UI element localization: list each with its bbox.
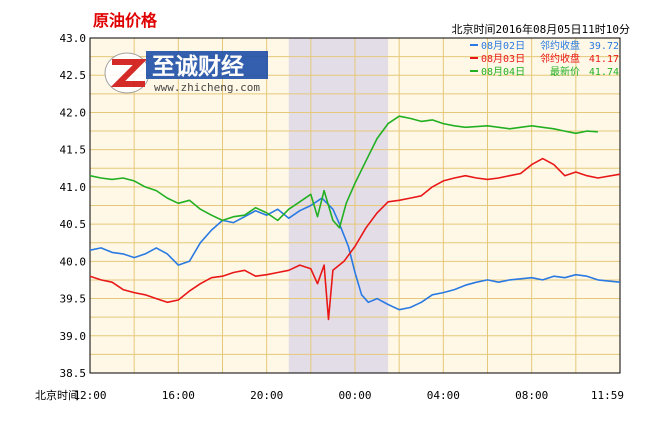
- plot-frame: [89, 37, 621, 374]
- x-axis-label: 北京时间: [35, 388, 79, 402]
- legend-series-label: 最新价: [550, 65, 580, 78]
- y-tick-label: 41.5: [60, 144, 87, 157]
- legend-series-name: 08月03日: [481, 53, 525, 65]
- watermark-logo: 至诚财经 www.zhicheng.com: [104, 51, 268, 94]
- legend-entry: 08月02日 邻约收盘 39.72: [470, 39, 619, 52]
- x-tick-label: 16:00: [162, 389, 195, 402]
- chart-title: 原油价格: [93, 11, 158, 30]
- y-tick-label: 38.5: [60, 367, 87, 380]
- x-tick-label: 11:59: [591, 389, 624, 402]
- series-line-2: [89, 157, 621, 321]
- legend-series-value: 39.72: [589, 41, 619, 52]
- y-tick-label: 42.0: [60, 106, 87, 119]
- x-tick-label: 20:00: [250, 389, 283, 402]
- legend-series-label: 邻约收盘: [540, 39, 580, 52]
- x-tick-label: 00:00: [338, 389, 371, 402]
- series-layer: [89, 115, 621, 321]
- watermark-url: www.zhicheng.com: [154, 81, 260, 94]
- x-tick-label: 12:00: [73, 389, 106, 402]
- legend-series-value: 41.74: [589, 67, 619, 78]
- watermark-brand: 至诚财经: [152, 53, 244, 80]
- legend-entry: 08月04日 最新价 41.74: [470, 65, 619, 78]
- chart-timestamp: 北京时间2016年08月05日11时10分: [452, 22, 630, 36]
- x-tick-label: 04:00: [427, 389, 460, 402]
- y-tick-label: 42.5: [60, 69, 87, 82]
- x-axis-ticks: 12:00 16:00 20:00 00:00 04:00 08:00 11:59: [73, 389, 624, 402]
- logo-brand-box: [146, 51, 268, 79]
- legend-series-name: 08月04日: [481, 66, 525, 78]
- legend-entry: 08月03日 邻约收盘 41.17: [470, 52, 619, 65]
- y-tick-label: 43.0: [60, 32, 87, 45]
- y-tick-label: 39.5: [60, 293, 87, 306]
- legend-series-name: 08月02日: [481, 40, 525, 52]
- series-line-1: [89, 197, 621, 311]
- y-tick-label: 41.0: [60, 181, 87, 194]
- legend-series-label: 邻约收盘: [540, 52, 580, 65]
- y-tick-label: 40.0: [60, 255, 87, 268]
- series-line-3: [89, 115, 598, 229]
- y-tick-label: 40.5: [60, 218, 87, 231]
- x-tick-label: 08:00: [515, 389, 548, 402]
- y-axis-ticks: 43.0 42.5 42.0 41.5 41.0 40.5 40.0 39.5 39.0 38.5: [60, 32, 87, 380]
- legend-series-value: 41.17: [589, 54, 619, 65]
- y-tick-label: 39.0: [60, 330, 87, 343]
- logo-z-icon: [110, 59, 148, 87]
